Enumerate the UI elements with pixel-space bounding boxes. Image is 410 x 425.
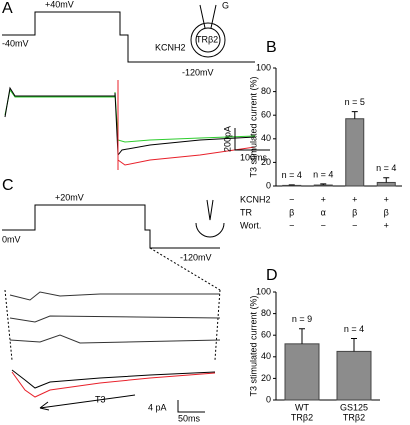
row-value: + [352, 194, 357, 204]
row-value: + [321, 194, 326, 204]
x-tick-label: TRβ2 [343, 412, 365, 422]
x-tick-label: TRβ2 [291, 412, 313, 422]
y-tick-label: 40 [261, 133, 271, 143]
trace [9, 291, 221, 344]
cell-icon [195, 27, 221, 53]
cell-label: TRβ2 [196, 34, 218, 44]
bar [336, 350, 372, 401]
bar [284, 343, 320, 401]
annotation: n = 9 [292, 314, 312, 324]
x-tick-label: WT [295, 402, 309, 412]
y-tick-label: 80 [261, 86, 271, 96]
row-value: − [352, 220, 357, 230]
voltage-label: +40mV [45, 0, 74, 9]
y-tick-label: 20 [261, 373, 271, 383]
cell-icon [195, 222, 225, 238]
row-value: β [352, 207, 357, 217]
row-value: + [384, 220, 389, 230]
trace [4, 86, 256, 157]
row-value: − [321, 220, 326, 230]
row-value: + [384, 194, 389, 204]
scale-label: 50ms [178, 413, 201, 423]
error-bar [320, 183, 327, 186]
annotation: n = 5 [345, 97, 365, 107]
row-value: − [289, 194, 294, 204]
cell-label: KCNH2 [155, 42, 186, 52]
bar [376, 181, 396, 187]
scale-label: 200pA [222, 126, 232, 152]
error-bar [351, 337, 357, 352]
error-bar [288, 184, 295, 186]
scale-bar [234, 128, 270, 151]
bar [345, 118, 365, 187]
row-label: Wort. [240, 220, 261, 230]
pipette-icon [199, 4, 217, 29]
row-value: α [321, 207, 326, 217]
panel-label: B [266, 39, 277, 56]
voltage-label: -120mV [180, 252, 212, 262]
y-tick-label: 0 [266, 394, 271, 404]
pipette-icon [206, 199, 214, 221]
trace [117, 80, 256, 170]
panel-label: D [266, 267, 278, 284]
voltage-label: +20mV [55, 192, 84, 202]
scale-label: 100ms [240, 152, 268, 162]
annotation: n = 4 [313, 169, 333, 179]
voltage-label: 0mV [2, 234, 21, 244]
y-tick-label: 0 [266, 180, 271, 190]
annotation: n = 4 [376, 163, 396, 173]
error-bar [383, 177, 390, 183]
row-value: − [289, 220, 294, 230]
error-bar [299, 328, 305, 344]
voltage-protocol [2, 204, 220, 249]
arrow-label: T3 [95, 394, 106, 404]
cell-label: G [222, 0, 229, 10]
trace [11, 369, 216, 389]
scale-label: 4 pA [148, 402, 167, 412]
y-axis-label: T3 stimulated current (%) [248, 295, 258, 396]
bar [282, 184, 302, 187]
guide [4, 247, 221, 361]
trace [11, 371, 216, 398]
y-tick-label: 60 [261, 110, 271, 120]
cell-icon [190, 22, 226, 58]
y-tick-label: 20 [261, 157, 271, 167]
y-axis-label: T3 stimulated current (%) [248, 76, 258, 177]
scale-bar [177, 400, 205, 413]
row-value: β [289, 207, 294, 217]
voltage-protocol [2, 11, 255, 63]
y-tick-label: 60 [261, 330, 271, 340]
trace [4, 88, 256, 143]
annotation: n = 4 [282, 170, 302, 180]
annotation: n = 4 [344, 324, 364, 334]
voltage-label: -120mV [182, 67, 214, 77]
row-label: TR [240, 207, 252, 217]
y-tick-label: 80 [261, 308, 271, 318]
row-label: KCNH2 [240, 194, 271, 204]
bar [313, 184, 333, 187]
x-tick-label: GS125 [340, 402, 368, 412]
y-tick-label: 40 [261, 351, 271, 361]
arrow [39, 394, 136, 411]
y-tick-label: 100 [256, 62, 271, 72]
error-bar [351, 111, 358, 119]
y-tick-label: 100 [256, 286, 271, 296]
panel-label: C [2, 177, 14, 194]
row-value: β [384, 207, 389, 217]
panel-label: A [2, 0, 13, 17]
voltage-label: -40mV [2, 38, 29, 48]
